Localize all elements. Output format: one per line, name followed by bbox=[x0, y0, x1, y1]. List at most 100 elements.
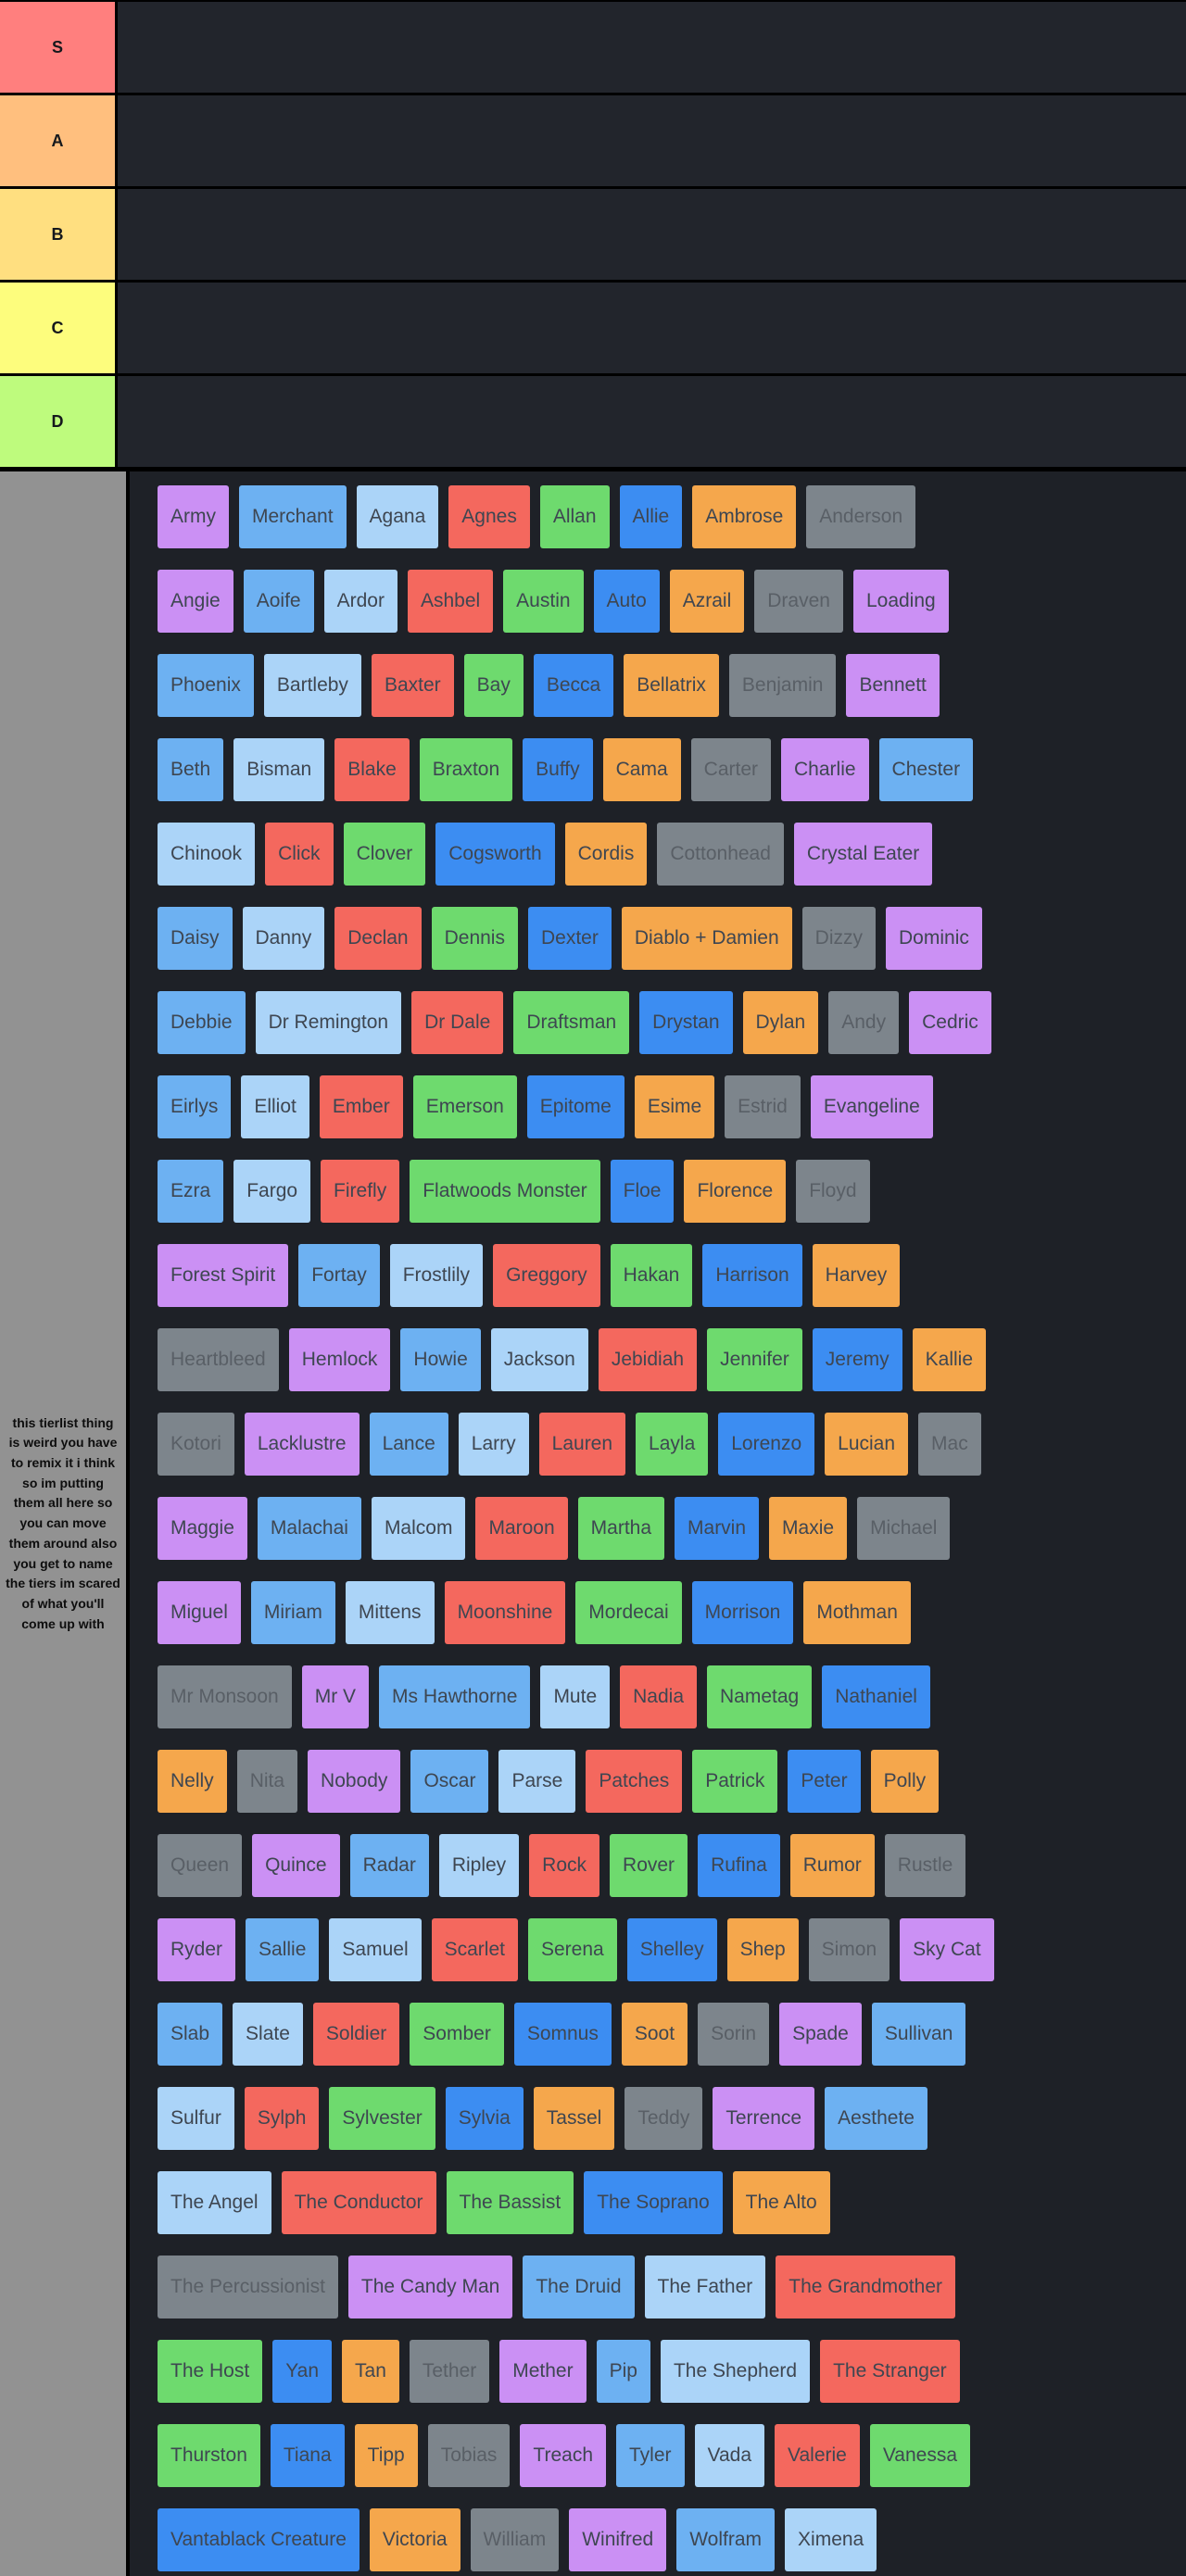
tile-the-percussionist[interactable]: The Percussionist bbox=[158, 2256, 338, 2318]
tile-lauren[interactable]: Lauren bbox=[538, 1413, 626, 1476]
tile-benjamin[interactable]: Benjamin bbox=[728, 654, 837, 717]
tile-the-shepherd[interactable]: The Shepherd bbox=[660, 2340, 811, 2403]
tile-ambrose[interactable]: Ambrose bbox=[692, 485, 797, 548]
tile-dr-dale[interactable]: Dr Dale bbox=[411, 991, 504, 1054]
tile-jeremy[interactable]: Jeremy bbox=[812, 1328, 902, 1391]
tile-simon[interactable]: Simon bbox=[808, 1918, 890, 1981]
tile-tassel[interactable]: Tassel bbox=[533, 2087, 615, 2150]
tile-the-alto[interactable]: The Alto bbox=[732, 2171, 830, 2234]
tile-loading[interactable]: Loading bbox=[852, 570, 949, 633]
tile-oscar[interactable]: Oscar bbox=[410, 1750, 489, 1813]
tile-fortay[interactable]: Fortay bbox=[298, 1244, 380, 1307]
tier-label-b[interactable]: B bbox=[0, 189, 118, 280]
tile-cordis[interactable]: Cordis bbox=[564, 823, 648, 886]
tile-mether[interactable]: Mether bbox=[499, 2340, 587, 2403]
tile-terrence[interactable]: Terrence bbox=[713, 2087, 815, 2150]
tile-frostlily[interactable]: Frostlily bbox=[389, 1244, 484, 1307]
tile-the-druid[interactable]: The Druid bbox=[523, 2256, 635, 2318]
tile-allie[interactable]: Allie bbox=[619, 485, 683, 548]
tile-draven[interactable]: Draven bbox=[754, 570, 843, 633]
tile-lacklustre[interactable]: Lacklustre bbox=[244, 1413, 360, 1476]
tier-dropzone-s[interactable] bbox=[118, 2, 1186, 93]
tile-beth[interactable]: Beth bbox=[158, 738, 224, 801]
tile-firefly[interactable]: Firefly bbox=[321, 1160, 400, 1223]
tile-soot[interactable]: Soot bbox=[621, 2003, 688, 2066]
tile-carter[interactable]: Carter bbox=[690, 738, 772, 801]
tile-dr-remington[interactable]: Dr Remington bbox=[255, 991, 402, 1054]
tile-angie[interactable]: Angie bbox=[158, 570, 233, 633]
tile-floe[interactable]: Floe bbox=[610, 1160, 675, 1223]
tile-soldier[interactable]: Soldier bbox=[312, 2003, 400, 2066]
tile-harrison[interactable]: Harrison bbox=[702, 1244, 802, 1307]
tile-merchant[interactable]: Merchant bbox=[239, 485, 347, 548]
tile-ashbel[interactable]: Ashbel bbox=[407, 570, 494, 633]
tile-miriam[interactable]: Miriam bbox=[250, 1581, 335, 1644]
tile-the-father[interactable]: The Father bbox=[644, 2256, 766, 2318]
tile-moonshine[interactable]: Moonshine bbox=[444, 1581, 566, 1644]
tile-vantablack-creature[interactable]: Vantablack Creature bbox=[158, 2508, 360, 2571]
tile-kallie[interactable]: Kallie bbox=[912, 1328, 987, 1391]
tile-thurston[interactable]: Thurston bbox=[158, 2424, 260, 2487]
tile-nadia[interactable]: Nadia bbox=[620, 1665, 697, 1728]
tile-bay[interactable]: Bay bbox=[463, 654, 524, 717]
tile-the-host[interactable]: The Host bbox=[158, 2340, 263, 2403]
tile-parse[interactable]: Parse bbox=[498, 1750, 576, 1813]
tier-dropzone-d[interactable] bbox=[118, 376, 1186, 467]
tile-austin[interactable]: Austin bbox=[503, 570, 584, 633]
tile-daisy[interactable]: Daisy bbox=[158, 907, 233, 970]
tier-dropzone-a[interactable] bbox=[118, 95, 1186, 186]
tile-samuel[interactable]: Samuel bbox=[329, 1918, 422, 1981]
tile-bellatrix[interactable]: Bellatrix bbox=[624, 654, 719, 717]
tile-harvey[interactable]: Harvey bbox=[812, 1244, 901, 1307]
tile-ardor[interactable]: Ardor bbox=[323, 570, 397, 633]
tile-cama[interactable]: Cama bbox=[602, 738, 681, 801]
tile-somber[interactable]: Somber bbox=[410, 2003, 504, 2066]
tile-mothman[interactable]: Mothman bbox=[803, 1581, 911, 1644]
tier-dropzone-c[interactable] bbox=[118, 283, 1186, 373]
tile-maxie[interactable]: Maxie bbox=[769, 1497, 848, 1560]
tile-patches[interactable]: Patches bbox=[586, 1750, 683, 1813]
tile-jackson[interactable]: Jackson bbox=[490, 1328, 588, 1391]
tile-florence[interactable]: Florence bbox=[684, 1160, 787, 1223]
tile-epitome[interactable]: Epitome bbox=[526, 1075, 625, 1138]
tile-rustle[interactable]: Rustle bbox=[884, 1834, 966, 1897]
tile-click[interactable]: Click bbox=[265, 823, 334, 886]
tile-cogsworth[interactable]: Cogsworth bbox=[435, 823, 555, 886]
tile-diablo-damien[interactable]: Diablo + Damien bbox=[621, 907, 792, 970]
tier-dropzone-b[interactable] bbox=[118, 189, 1186, 280]
tile-mac[interactable]: Mac bbox=[918, 1413, 981, 1476]
tile-shelley[interactable]: Shelley bbox=[626, 1918, 717, 1981]
tile-bisman[interactable]: Bisman bbox=[233, 738, 325, 801]
tile-fargo[interactable]: Fargo bbox=[233, 1160, 311, 1223]
tile-dennis[interactable]: Dennis bbox=[431, 907, 518, 970]
tile-nametag[interactable]: Nametag bbox=[707, 1665, 813, 1728]
tile-ximena[interactable]: Ximena bbox=[785, 2508, 877, 2571]
tile-bennett[interactable]: Bennett bbox=[846, 654, 940, 717]
tile-dominic[interactable]: Dominic bbox=[886, 907, 982, 970]
tier-label-s[interactable]: S bbox=[0, 2, 118, 93]
tile-nelly[interactable]: Nelly bbox=[158, 1750, 227, 1813]
tile-esime[interactable]: Esime bbox=[634, 1075, 715, 1138]
tile-andy[interactable]: Andy bbox=[828, 991, 900, 1054]
tile-azrail[interactable]: Azrail bbox=[669, 570, 745, 633]
tile-jebidiah[interactable]: Jebidiah bbox=[598, 1328, 698, 1391]
tile-sky-cat[interactable]: Sky Cat bbox=[900, 1918, 994, 1981]
tile-ember[interactable]: Ember bbox=[319, 1075, 403, 1138]
tile-the-soprano[interactable]: The Soprano bbox=[584, 2171, 723, 2234]
tile-aoife[interactable]: Aoife bbox=[243, 570, 314, 633]
tile-serena[interactable]: Serena bbox=[527, 1918, 617, 1981]
tile-becca[interactable]: Becca bbox=[533, 654, 614, 717]
tile-rock[interactable]: Rock bbox=[529, 1834, 600, 1897]
tile-maroon[interactable]: Maroon bbox=[475, 1497, 568, 1560]
tile-lucian[interactable]: Lucian bbox=[825, 1413, 909, 1476]
tile-nathaniel[interactable]: Nathaniel bbox=[822, 1665, 930, 1728]
tile-sylvia[interactable]: Sylvia bbox=[445, 2087, 524, 2150]
tile-teddy[interactable]: Teddy bbox=[625, 2087, 703, 2150]
tile-yan[interactable]: Yan bbox=[272, 2340, 333, 2403]
tile-nita[interactable]: Nita bbox=[236, 1750, 298, 1813]
tile-the-bassist[interactable]: The Bassist bbox=[446, 2171, 574, 2234]
tile-sorin[interactable]: Sorin bbox=[698, 2003, 770, 2066]
tile-howie[interactable]: Howie bbox=[400, 1328, 481, 1391]
tile-debbie[interactable]: Debbie bbox=[158, 991, 246, 1054]
tile-pip[interactable]: Pip bbox=[596, 2340, 650, 2403]
